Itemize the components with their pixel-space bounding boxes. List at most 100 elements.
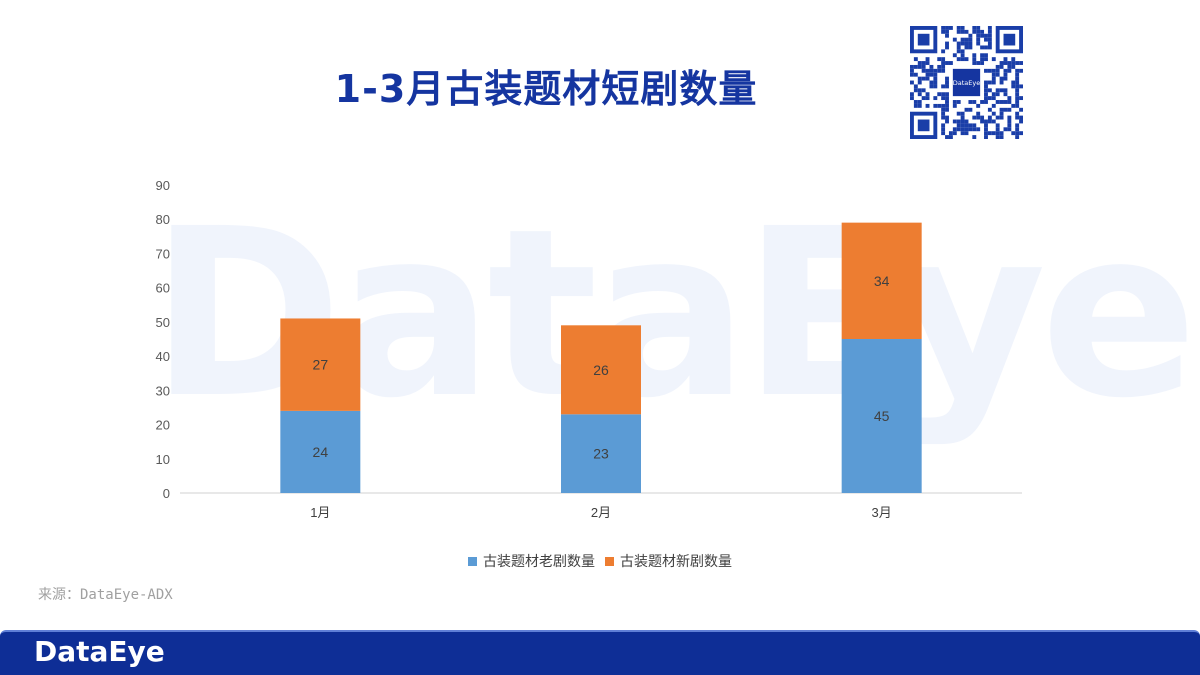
- qr-module: [980, 100, 985, 104]
- qr-module: [1003, 72, 1008, 77]
- qr-module: [1007, 107, 1012, 112]
- qr-module: [964, 131, 969, 136]
- qr-module: [1011, 84, 1016, 89]
- qr-module: [991, 103, 996, 108]
- data-label: 34: [874, 273, 890, 289]
- qr-logo-text: DataEye: [953, 79, 980, 87]
- qr-module: [1015, 76, 1020, 81]
- qr-module: [968, 123, 973, 128]
- qr-module: [1015, 68, 1020, 73]
- qr-module: [972, 26, 977, 30]
- qr-module: [984, 84, 988, 89]
- qr-module: [956, 29, 961, 34]
- qr-module: [976, 37, 981, 42]
- qr-module: [945, 29, 949, 34]
- data-label: 26: [593, 362, 609, 378]
- qr-module: [952, 131, 957, 136]
- qr-module: [972, 29, 977, 34]
- qr-module: [995, 115, 1000, 120]
- qr-module: [999, 64, 1004, 69]
- qr-module: [1003, 107, 1008, 112]
- qr-module: [984, 33, 988, 38]
- qr-module: [991, 111, 996, 116]
- qr-module: [941, 64, 946, 69]
- qr-module: [925, 76, 930, 81]
- qr-module: [968, 107, 973, 112]
- qr-module: [1003, 76, 1008, 81]
- qr-module: [952, 103, 957, 108]
- qr-module: [987, 115, 992, 120]
- qr-module: [941, 61, 946, 65]
- y-tick-label: 10: [156, 452, 170, 467]
- qr-module: [972, 100, 977, 104]
- qr-module: [933, 76, 938, 81]
- qr-module: [921, 96, 926, 101]
- y-tick-label: 70: [156, 246, 170, 261]
- qr-module: [980, 33, 985, 38]
- legend-swatch: [605, 556, 614, 566]
- qr-module: [976, 111, 981, 116]
- qr-module: [991, 76, 996, 81]
- qr-module: [1007, 127, 1012, 132]
- qr-module: [929, 84, 934, 89]
- data-label: 23: [593, 446, 609, 462]
- qr-module: [980, 45, 985, 50]
- qr-module: [910, 68, 914, 73]
- qr-module: [984, 127, 988, 132]
- qr-module: [1015, 92, 1020, 97]
- legend-label: 古装题材老剧数量: [483, 554, 595, 570]
- qr-module: [987, 88, 992, 93]
- qr-module: [987, 29, 992, 34]
- qr-module: [999, 111, 1004, 116]
- qr-module: [925, 61, 930, 65]
- qr-module: [925, 96, 930, 101]
- qr-module: [1007, 68, 1012, 73]
- y-tick-label: 0: [163, 486, 170, 501]
- qr-module: [910, 64, 914, 69]
- qr-module: [1015, 88, 1020, 93]
- qr-module: [925, 92, 930, 97]
- qr-module: [933, 103, 938, 108]
- qr-module: [972, 135, 977, 139]
- qr-module: [976, 127, 981, 132]
- qr-module: [1015, 96, 1020, 101]
- qr-module: [941, 103, 946, 108]
- qr-module: [1015, 103, 1020, 108]
- qr-module: [941, 107, 946, 112]
- qr-module: [1015, 127, 1020, 132]
- qr-module: [945, 84, 949, 89]
- qr-module: [1019, 96, 1023, 101]
- qr-module: [945, 26, 949, 30]
- legend-item: 古装题材老剧数量: [468, 551, 595, 571]
- qr-module: [956, 49, 961, 54]
- qr-module: [913, 64, 918, 69]
- qr-module: [1015, 131, 1020, 136]
- qr-module: [917, 80, 922, 85]
- qr-module: [960, 49, 965, 54]
- data-label: 27: [313, 357, 329, 373]
- qr-module: [984, 100, 988, 104]
- qr-module: [987, 33, 992, 38]
- qr-module: [968, 100, 973, 104]
- qr-module: [987, 119, 992, 124]
- chart-legend: 古装题材老剧数量 古装题材新剧数量: [0, 551, 1200, 571]
- qr-module: [952, 119, 957, 124]
- qr-module: [917, 100, 922, 104]
- qr-module: [960, 123, 965, 128]
- qr-module: [987, 96, 992, 101]
- qr-module: [984, 80, 988, 85]
- qr-module: [976, 103, 981, 108]
- qr-module: [913, 100, 918, 104]
- qr-module: [960, 41, 965, 46]
- qr-module: [948, 26, 953, 30]
- qr-module: [1007, 64, 1012, 69]
- x-tick-label: 2月: [591, 505, 611, 520]
- qr-module: [1007, 123, 1012, 128]
- qr-module: [921, 61, 926, 65]
- qr-module: [972, 53, 977, 58]
- qr-module: [1011, 131, 1016, 136]
- qr-module: [945, 96, 949, 101]
- y-tick-label: 50: [156, 315, 170, 330]
- qr-module: [984, 57, 988, 62]
- qr-module: [1007, 100, 1012, 104]
